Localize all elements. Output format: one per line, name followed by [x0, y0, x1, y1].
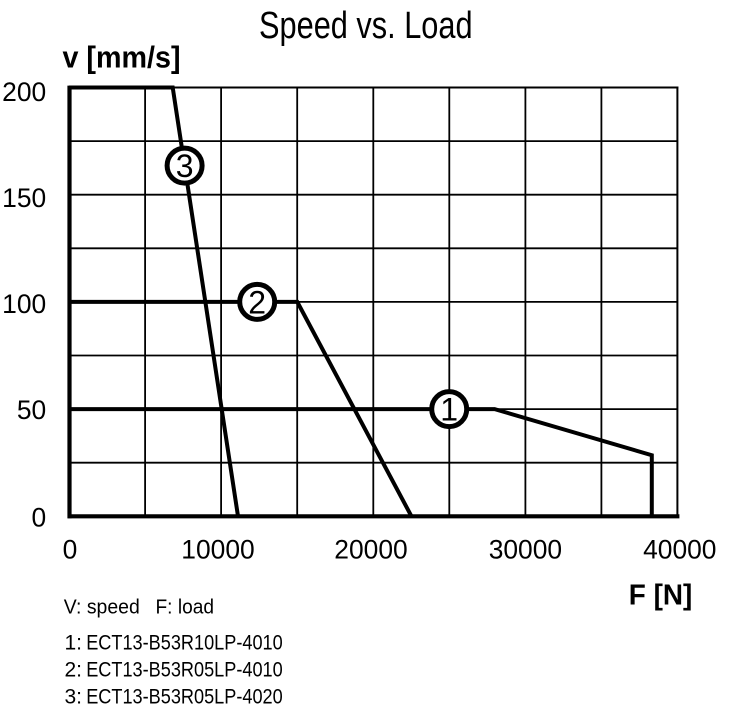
svg-text:20000: 20000 — [334, 535, 407, 565]
svg-text:v [mm/s]: v [mm/s] — [63, 39, 181, 74]
svg-text:2:: 2: — [65, 658, 83, 681]
svg-text:3: 3 — [176, 148, 194, 184]
svg-text:1: 1 — [440, 392, 458, 428]
svg-text:F: load: F: load — [156, 597, 215, 619]
svg-text:0: 0 — [32, 503, 47, 533]
svg-text:1:: 1: — [65, 631, 83, 654]
svg-text:50: 50 — [17, 395, 46, 425]
svg-text:2: 2 — [248, 285, 266, 321]
svg-text:Speed vs. Load: Speed vs. Load — [259, 5, 473, 47]
svg-text:30000: 30000 — [489, 535, 562, 565]
svg-text:3:: 3: — [65, 685, 83, 708]
svg-text:40000: 40000 — [643, 535, 716, 565]
svg-text:V: speed: V: speed — [64, 597, 140, 619]
svg-text:100: 100 — [2, 289, 46, 319]
svg-text:0: 0 — [63, 535, 78, 565]
svg-text:F [N]: F [N] — [629, 580, 693, 612]
svg-text:ECT13-B53R10LP-4010: ECT13-B53R10LP-4010 — [86, 631, 283, 654]
svg-text:150: 150 — [2, 183, 46, 213]
svg-text:10000: 10000 — [181, 535, 254, 565]
svg-text:ECT13-B53R05LP-4010: ECT13-B53R05LP-4010 — [86, 658, 283, 681]
svg-text:200: 200 — [2, 77, 46, 107]
svg-text:ECT13-B53R05LP-4020: ECT13-B53R05LP-4020 — [86, 685, 283, 708]
